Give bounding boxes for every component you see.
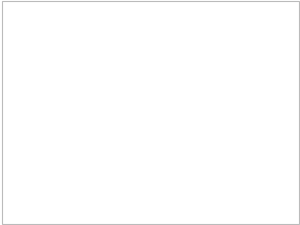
Text: (x) we can denote the derivative of: (x) we can denote the derivative of <box>76 50 240 58</box>
Text: f: f <box>73 50 76 58</box>
Text: because of the Fundamental Theorem of Calculus.: because of the Fundamental Theorem of Ca… <box>83 177 268 183</box>
Text: antiderivative: antiderivative <box>52 80 115 89</box>
Text: dy/dx: dy/dx <box>52 65 78 74</box>
Text: by either: by either <box>205 50 249 58</box>
Text: of: of <box>102 80 117 89</box>
Text: f: f <box>110 80 113 89</box>
Text: actually consists of an: actually consists of an <box>172 110 268 119</box>
Text: or: or <box>72 65 87 74</box>
Text: dy/dx = f(x): dy/dx = f(x) <box>133 110 183 119</box>
Text: Both the name for this family of functions and the symbol we: Both the name for this family of functio… <box>83 152 300 158</box>
Text: Antidifferentiation by Substitution: Antidifferentiation by Substitution <box>40 33 267 46</box>
Text: f’: f’ <box>79 65 86 74</box>
Text: differential equation: differential equation <box>68 110 156 119</box>
Text: If y =: If y = <box>52 50 80 58</box>
Text: infinite family of functions of the form F(x) + C, where: infinite family of functions of the form… <box>68 124 296 133</box>
Text: •: • <box>76 152 80 158</box>
Text: F’(x) = f(x).: F’(x) = f(x). <box>68 138 116 147</box>
Text: use to denote it are closely related to the definite integral: use to denote it are closely related to … <box>83 165 297 171</box>
Text: ?: ? <box>113 80 118 89</box>
Text: f: f <box>201 50 205 58</box>
Text: –: – <box>58 96 63 105</box>
Text: •: • <box>44 50 50 58</box>
Text: We have seen that the general solution to the: We have seen that the general solution t… <box>68 96 262 105</box>
Text: (x).  What can we use to denote the: (x). What can we use to denote the <box>83 65 247 74</box>
